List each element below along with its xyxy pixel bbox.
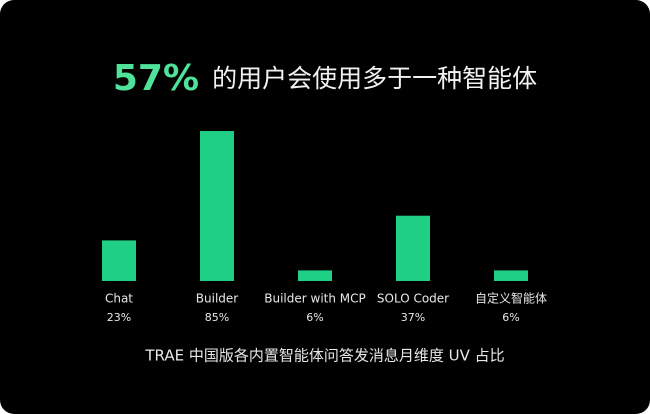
value-label: 6% <box>502 311 519 324</box>
title-text: 的用户会使用多于一种智能体 <box>212 64 537 93</box>
x-tick-label: Builder with MCP <box>264 292 366 306</box>
x-tick-label: SOLO Coder <box>377 292 449 306</box>
value-label: 23% <box>107 311 131 324</box>
x-tick-label: 自定义智能体 <box>475 291 547 306</box>
value-label: 37% <box>401 311 425 324</box>
caption: TRAE 中国版各内置智能体问答发消息月维度 UV 占比 <box>144 347 504 365</box>
bar <box>200 131 234 281</box>
x-tick-label: Builder <box>196 292 239 306</box>
value-label: 85% <box>205 311 229 324</box>
bar <box>494 270 528 281</box>
title-highlight: 57% <box>113 58 199 99</box>
chart-title: 57% 的用户会使用多于一种智能体 <box>113 58 537 99</box>
bar <box>102 240 136 281</box>
bar <box>396 215 430 281</box>
bar <box>298 270 332 281</box>
value-label: 6% <box>306 311 323 324</box>
x-tick-label: Chat <box>105 292 133 306</box>
